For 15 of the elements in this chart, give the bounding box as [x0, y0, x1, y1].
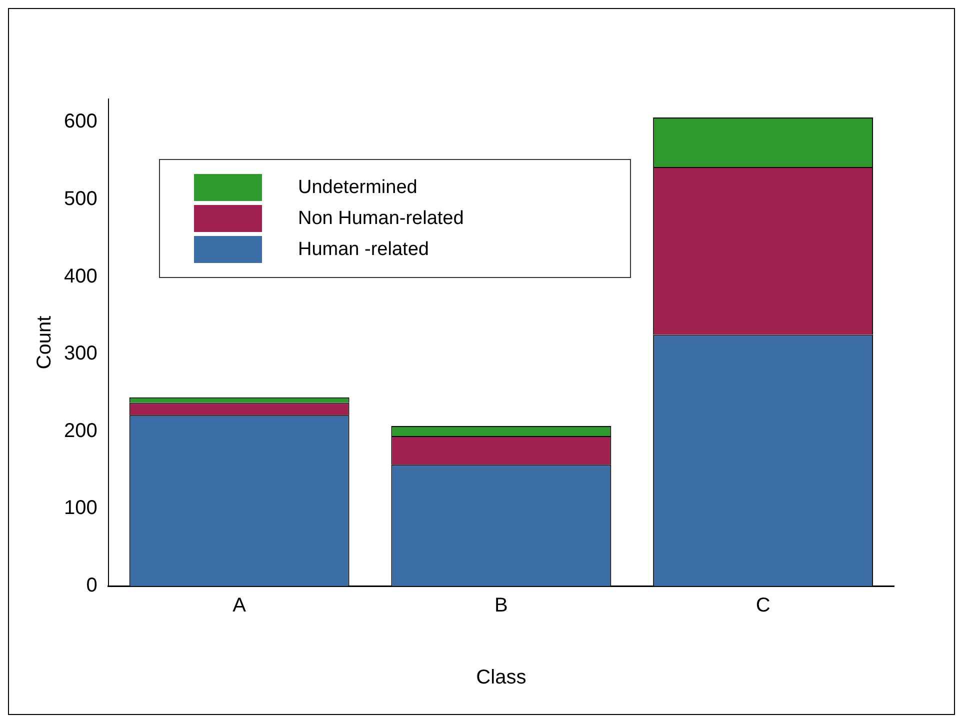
legend-label: Non Human-related [298, 208, 464, 230]
x-tick-label: B [494, 594, 508, 617]
legend-label: Undetermined [298, 176, 418, 198]
legend-label: Human -related [298, 238, 429, 260]
y-tick-label: 100 [64, 497, 98, 520]
y-tick-label: 0 [86, 574, 98, 597]
y-tick-label: 600 [64, 110, 98, 133]
y-tick-label: 500 [64, 188, 98, 210]
y-tick-label: 200 [64, 420, 98, 442]
y-tick-label: 400 [64, 265, 98, 288]
x-tick-label: C [756, 594, 770, 617]
x-axis-title: Class [476, 666, 526, 689]
y-tick-label: 300 [64, 342, 98, 365]
y-axis-title: Count [34, 315, 56, 370]
x-tick-label: A [232, 594, 247, 617]
